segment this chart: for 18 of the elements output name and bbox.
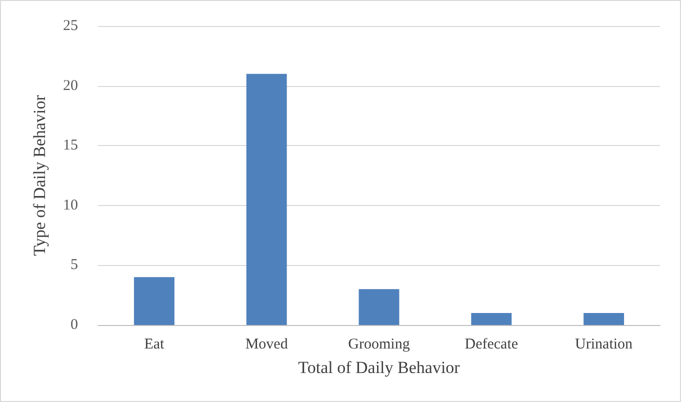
x-tick-label: Defecate bbox=[464, 336, 518, 352]
x-tick-label: Urination bbox=[575, 336, 634, 352]
y-tick-label: 20 bbox=[63, 78, 78, 94]
y-tick-label: 15 bbox=[63, 138, 78, 154]
y-tick-label: 25 bbox=[63, 18, 78, 34]
y-tick-label: 0 bbox=[70, 317, 78, 333]
x-tick-label: Moved bbox=[245, 336, 288, 352]
bar bbox=[134, 277, 174, 325]
y-axis-title: Type of Daily Behavior bbox=[30, 94, 49, 256]
y-tick-label: 5 bbox=[70, 257, 78, 274]
bar bbox=[584, 313, 624, 325]
x-axis-title: Total of Daily Behavior bbox=[298, 358, 460, 377]
bar bbox=[471, 313, 512, 325]
bar bbox=[358, 289, 400, 325]
x-tick-label: Grooming bbox=[348, 336, 410, 352]
bar bbox=[246, 74, 287, 325]
y-tick-label: 10 bbox=[63, 197, 78, 214]
x-tick-label: Eat bbox=[144, 336, 166, 352]
